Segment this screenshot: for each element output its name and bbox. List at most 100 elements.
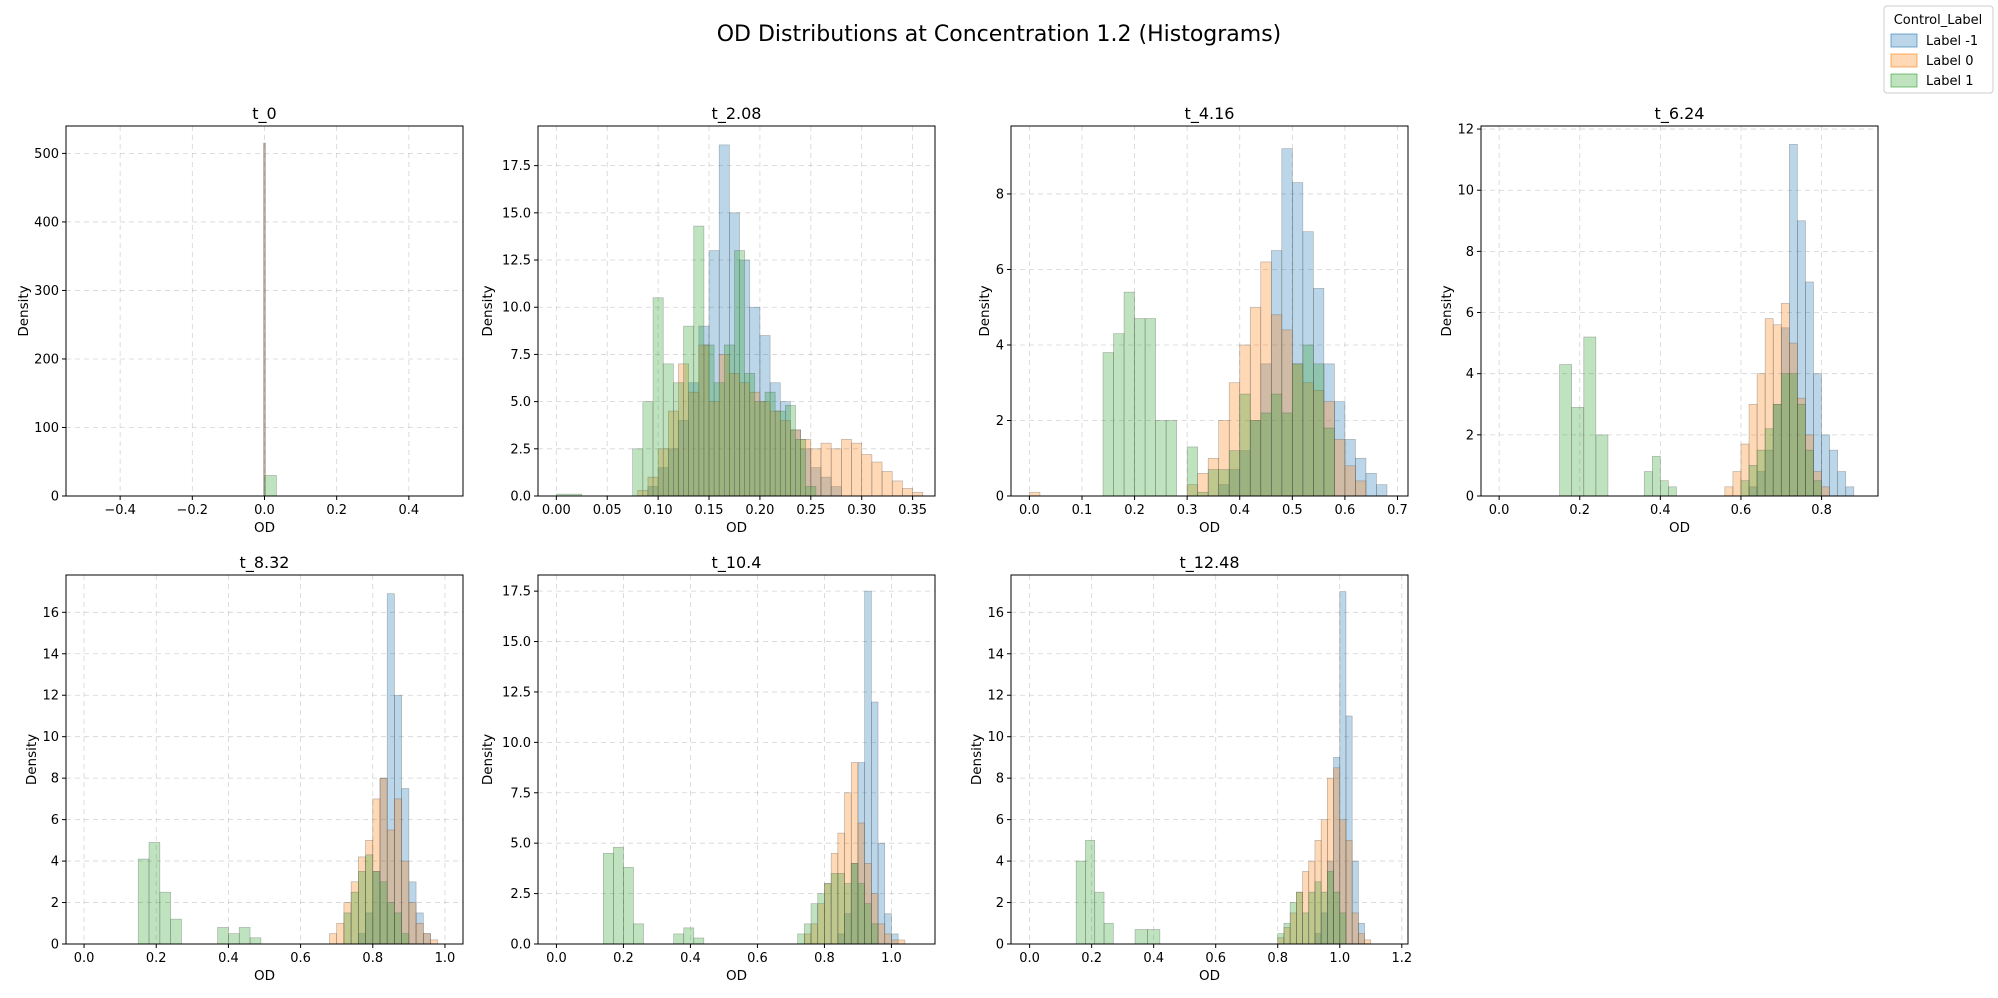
y-tick-label: 14 — [42, 647, 59, 662]
series-label-1 — [1559, 336, 1822, 496]
histogram-bar — [1780, 327, 1790, 496]
grid-lines — [538, 575, 935, 945]
histogram-bar — [1239, 393, 1251, 496]
histogram-bar — [1292, 182, 1304, 496]
histogram-bar — [1102, 352, 1114, 496]
histogram-bar — [1218, 420, 1230, 496]
histogram-bar — [350, 891, 359, 944]
histogram-bar — [1228, 469, 1241, 496]
histogram-bar — [1748, 486, 1758, 496]
x-tick-label: 0.0 — [1019, 951, 1040, 966]
histogram-bar — [891, 480, 903, 496]
histogram-bar — [1345, 840, 1353, 944]
y-tick-label: 14 — [987, 647, 1004, 662]
histogram-bar — [1283, 922, 1291, 944]
histogram-bar — [871, 461, 883, 496]
histogram-bar — [683, 325, 695, 496]
histogram-bar — [372, 871, 381, 944]
histogram-bar — [683, 927, 695, 944]
histogram-bar — [1308, 891, 1316, 944]
histogram-bar — [159, 891, 171, 944]
x-tick-label: 0.15 — [695, 503, 724, 518]
histogram-bar — [673, 933, 685, 944]
histogram-bar — [343, 912, 352, 944]
series-label-1 — [1314, 591, 1365, 944]
histogram-bar — [1797, 397, 1806, 496]
histogram-bar — [820, 442, 832, 496]
histogram-bar — [759, 401, 771, 496]
histogram-bar — [1103, 922, 1114, 944]
histogram-bar — [1314, 840, 1322, 944]
histogram-bar — [603, 852, 614, 944]
histogram-bars — [1075, 591, 1372, 944]
histogram-bar — [1821, 434, 1830, 496]
figure-title: OD Distributions at Concentration 1.2 (H… — [717, 22, 1282, 47]
y-tick-label: 0 — [51, 490, 59, 505]
y-tick-label: 0 — [996, 938, 1004, 953]
histogram-bar — [1289, 902, 1297, 944]
histogram-bar — [877, 923, 886, 944]
series-label-1 — [603, 846, 879, 944]
histogram-bars — [1029, 148, 1388, 496]
histogram-bar — [1270, 250, 1283, 496]
y-tick-label: 17.5 — [502, 159, 531, 174]
x-tick-label: 0.4 — [1143, 951, 1164, 966]
y-tick-label: 0.0 — [510, 490, 531, 505]
histogram-bar — [864, 903, 872, 944]
x-tick-label: 0.35 — [898, 503, 927, 518]
y-tick-label: 4 — [996, 338, 1004, 353]
histogram-bar — [137, 858, 150, 944]
histogram-bar — [708, 401, 720, 496]
histogram-bar — [1364, 939, 1372, 944]
histogram-bar — [810, 467, 822, 496]
subplot-t-8-32: 0.0 0.2 0.4 0.6 0.8 1.0 0 2 4 6 8 10 12 14 16 t_8.32 OD D… — [24, 553, 464, 984]
histogram-bar — [1029, 491, 1041, 496]
x-tick-label: 0.4 — [399, 503, 420, 518]
histogram-bar — [1668, 486, 1677, 496]
subplot-title: t_6.24 — [1655, 104, 1705, 124]
histogram-bar — [1302, 344, 1314, 496]
histogram-bar — [703, 344, 715, 496]
histogram-bar — [1207, 469, 1220, 496]
x-tick-label: 0.6 — [747, 951, 768, 966]
histogram-bar — [1334, 401, 1346, 496]
histogram-bar — [228, 933, 240, 944]
histogram-bar — [667, 410, 679, 496]
subplot-grid: −0.4 −0.2 0.0 0.2 0.40100200300400500t_0ODDe… — [16, 104, 1879, 984]
x-tick-label: 0.6 — [1731, 503, 1752, 518]
histogram-bar — [857, 883, 865, 944]
histogram-bar — [861, 454, 873, 496]
histogram-bar — [1805, 281, 1814, 496]
histogram-bar — [1805, 434, 1814, 496]
x-tick-label: 0.4 — [680, 951, 701, 966]
x-axis-label: OD — [254, 968, 275, 984]
histogram-bar — [1277, 933, 1285, 944]
histogram-bar — [837, 832, 845, 944]
y-tick-label: 12 — [42, 689, 59, 704]
grid-lines — [66, 575, 463, 945]
histogram-bar — [1376, 484, 1388, 496]
x-tick-label: 0.2 — [1081, 951, 1102, 966]
histogram-bar — [170, 918, 182, 944]
y-axis-label: Density — [16, 285, 32, 336]
histogram-bar — [1732, 471, 1742, 496]
histogram-bar — [1147, 929, 1161, 944]
x-tick-label: 0.30 — [847, 503, 876, 518]
histogram-bar — [238, 927, 251, 944]
y-tick-label: 2 — [996, 896, 1004, 911]
histogram-bar — [693, 225, 705, 496]
x-tick-label: 0.8 — [1811, 503, 1832, 518]
histogram-bar — [1228, 450, 1241, 496]
x-tick-label: 1.0 — [1329, 951, 1350, 966]
y-tick-label: 500 — [34, 147, 59, 162]
histogram-bar — [1155, 420, 1167, 496]
y-tick-label: 0 — [1466, 490, 1474, 505]
histogram-bar — [1270, 393, 1283, 496]
x-tick-label: 0.6 — [1335, 503, 1356, 518]
histogram-bar — [1780, 303, 1790, 496]
histogram-bar — [1281, 329, 1293, 496]
y-tick-label: 2 — [51, 896, 59, 911]
series-label-1 — [1102, 291, 1335, 496]
legend: Control_Label Label -1 Label 0 Label 1 — [1883, 5, 1994, 94]
y-tick-label: 4 — [51, 855, 59, 870]
